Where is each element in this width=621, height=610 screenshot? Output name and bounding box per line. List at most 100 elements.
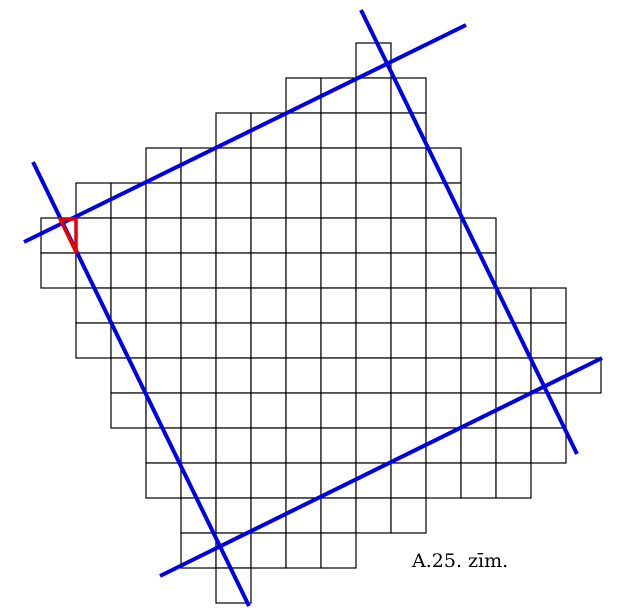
grid-cell (215, 322, 252, 359)
grid-cell (250, 357, 287, 394)
grid-cell (145, 462, 182, 499)
square-grid-shape (40, 42, 602, 604)
grid-cell (390, 252, 427, 289)
grid-cell (320, 322, 357, 359)
grid-cell (215, 357, 252, 394)
figure-caption: A.25. zīm. (412, 550, 509, 572)
grid-cell (355, 252, 392, 289)
grid-cell (250, 287, 287, 324)
grid-cell (355, 357, 392, 394)
grid-cell (460, 252, 497, 289)
grid-cell (530, 357, 567, 394)
grid-cell (180, 252, 217, 289)
grid-cell (320, 357, 357, 394)
grid-cell (250, 427, 287, 464)
grid-cell (285, 287, 322, 324)
grid-cell (355, 112, 392, 149)
grid-cell (180, 322, 217, 359)
grid-cell (320, 112, 357, 149)
grid-cell (285, 217, 322, 254)
grid-cell (355, 392, 392, 429)
grid-cell (530, 322, 567, 359)
grid-cell (180, 182, 217, 219)
grid-cell (285, 357, 322, 394)
grid-cell (250, 112, 287, 149)
grid-cell (285, 182, 322, 219)
grid-cell (425, 322, 462, 359)
grid-cell (565, 357, 602, 394)
grid-cell (215, 497, 252, 534)
grid-cell (320, 182, 357, 219)
grid-cell (215, 427, 252, 464)
grid-cell (355, 462, 392, 499)
grid-cell (215, 112, 252, 149)
grid-cell (460, 427, 497, 464)
grid-cell (250, 462, 287, 499)
grid-cell (180, 427, 217, 464)
grid-cell (215, 217, 252, 254)
grid-cell (320, 217, 357, 254)
grid-cell (355, 182, 392, 219)
grid-cell (460, 357, 497, 394)
grid-cell (355, 427, 392, 464)
grid-cell (145, 252, 182, 289)
grid-cell (285, 112, 322, 149)
grid-cell (215, 287, 252, 324)
grid-cell (215, 462, 252, 499)
grid-cell (75, 217, 112, 254)
grid-cell (495, 287, 532, 324)
corner-triangle (58, 217, 78, 254)
grid-cell (145, 357, 182, 394)
grid-cell (390, 182, 427, 219)
grid-cell (145, 322, 182, 359)
grid-cell (215, 182, 252, 219)
grid-cell (355, 287, 392, 324)
grid-cell (250, 217, 287, 254)
grid-cell (495, 322, 532, 359)
grid-cell (75, 287, 112, 324)
grid-cell (495, 427, 532, 464)
grid-cell (285, 462, 322, 499)
grid-cell (75, 322, 112, 359)
grid-cell (355, 217, 392, 254)
grid-cell (215, 147, 252, 184)
grid-cell (390, 287, 427, 324)
grid-cell (355, 147, 392, 184)
grid-cell (250, 532, 287, 569)
grid-cell (425, 252, 462, 289)
grid-cell (355, 322, 392, 359)
grid-cell (460, 462, 497, 499)
bottom-line (159, 356, 603, 578)
grid-cell (390, 147, 427, 184)
grid-cell (180, 357, 217, 394)
grid-cell (320, 427, 357, 464)
grid-cell (180, 287, 217, 324)
grid-cell (110, 217, 147, 254)
grid-cell (390, 357, 427, 394)
grid-cell (460, 322, 497, 359)
right-line (359, 9, 579, 455)
grid-cell (250, 392, 287, 429)
grid-cell (250, 182, 287, 219)
grid-cell (390, 392, 427, 429)
grid-cell (250, 252, 287, 289)
grid-cell (110, 322, 147, 359)
grid-cell (215, 392, 252, 429)
grid-cell (145, 287, 182, 324)
grid-cell (495, 462, 532, 499)
grid-cell (180, 392, 217, 429)
grid-cell (495, 357, 532, 394)
grid-cell (320, 147, 357, 184)
grid-cell (285, 322, 322, 359)
grid-cell (425, 287, 462, 324)
grid-cell (425, 427, 462, 464)
grid-cell (355, 497, 392, 534)
grid-cell (180, 217, 217, 254)
grid-cell (285, 427, 322, 464)
grid-cell (425, 357, 462, 394)
grid-cell (285, 532, 322, 569)
grid-cell (320, 252, 357, 289)
grid-cell (530, 427, 567, 464)
grid-cell (460, 287, 497, 324)
